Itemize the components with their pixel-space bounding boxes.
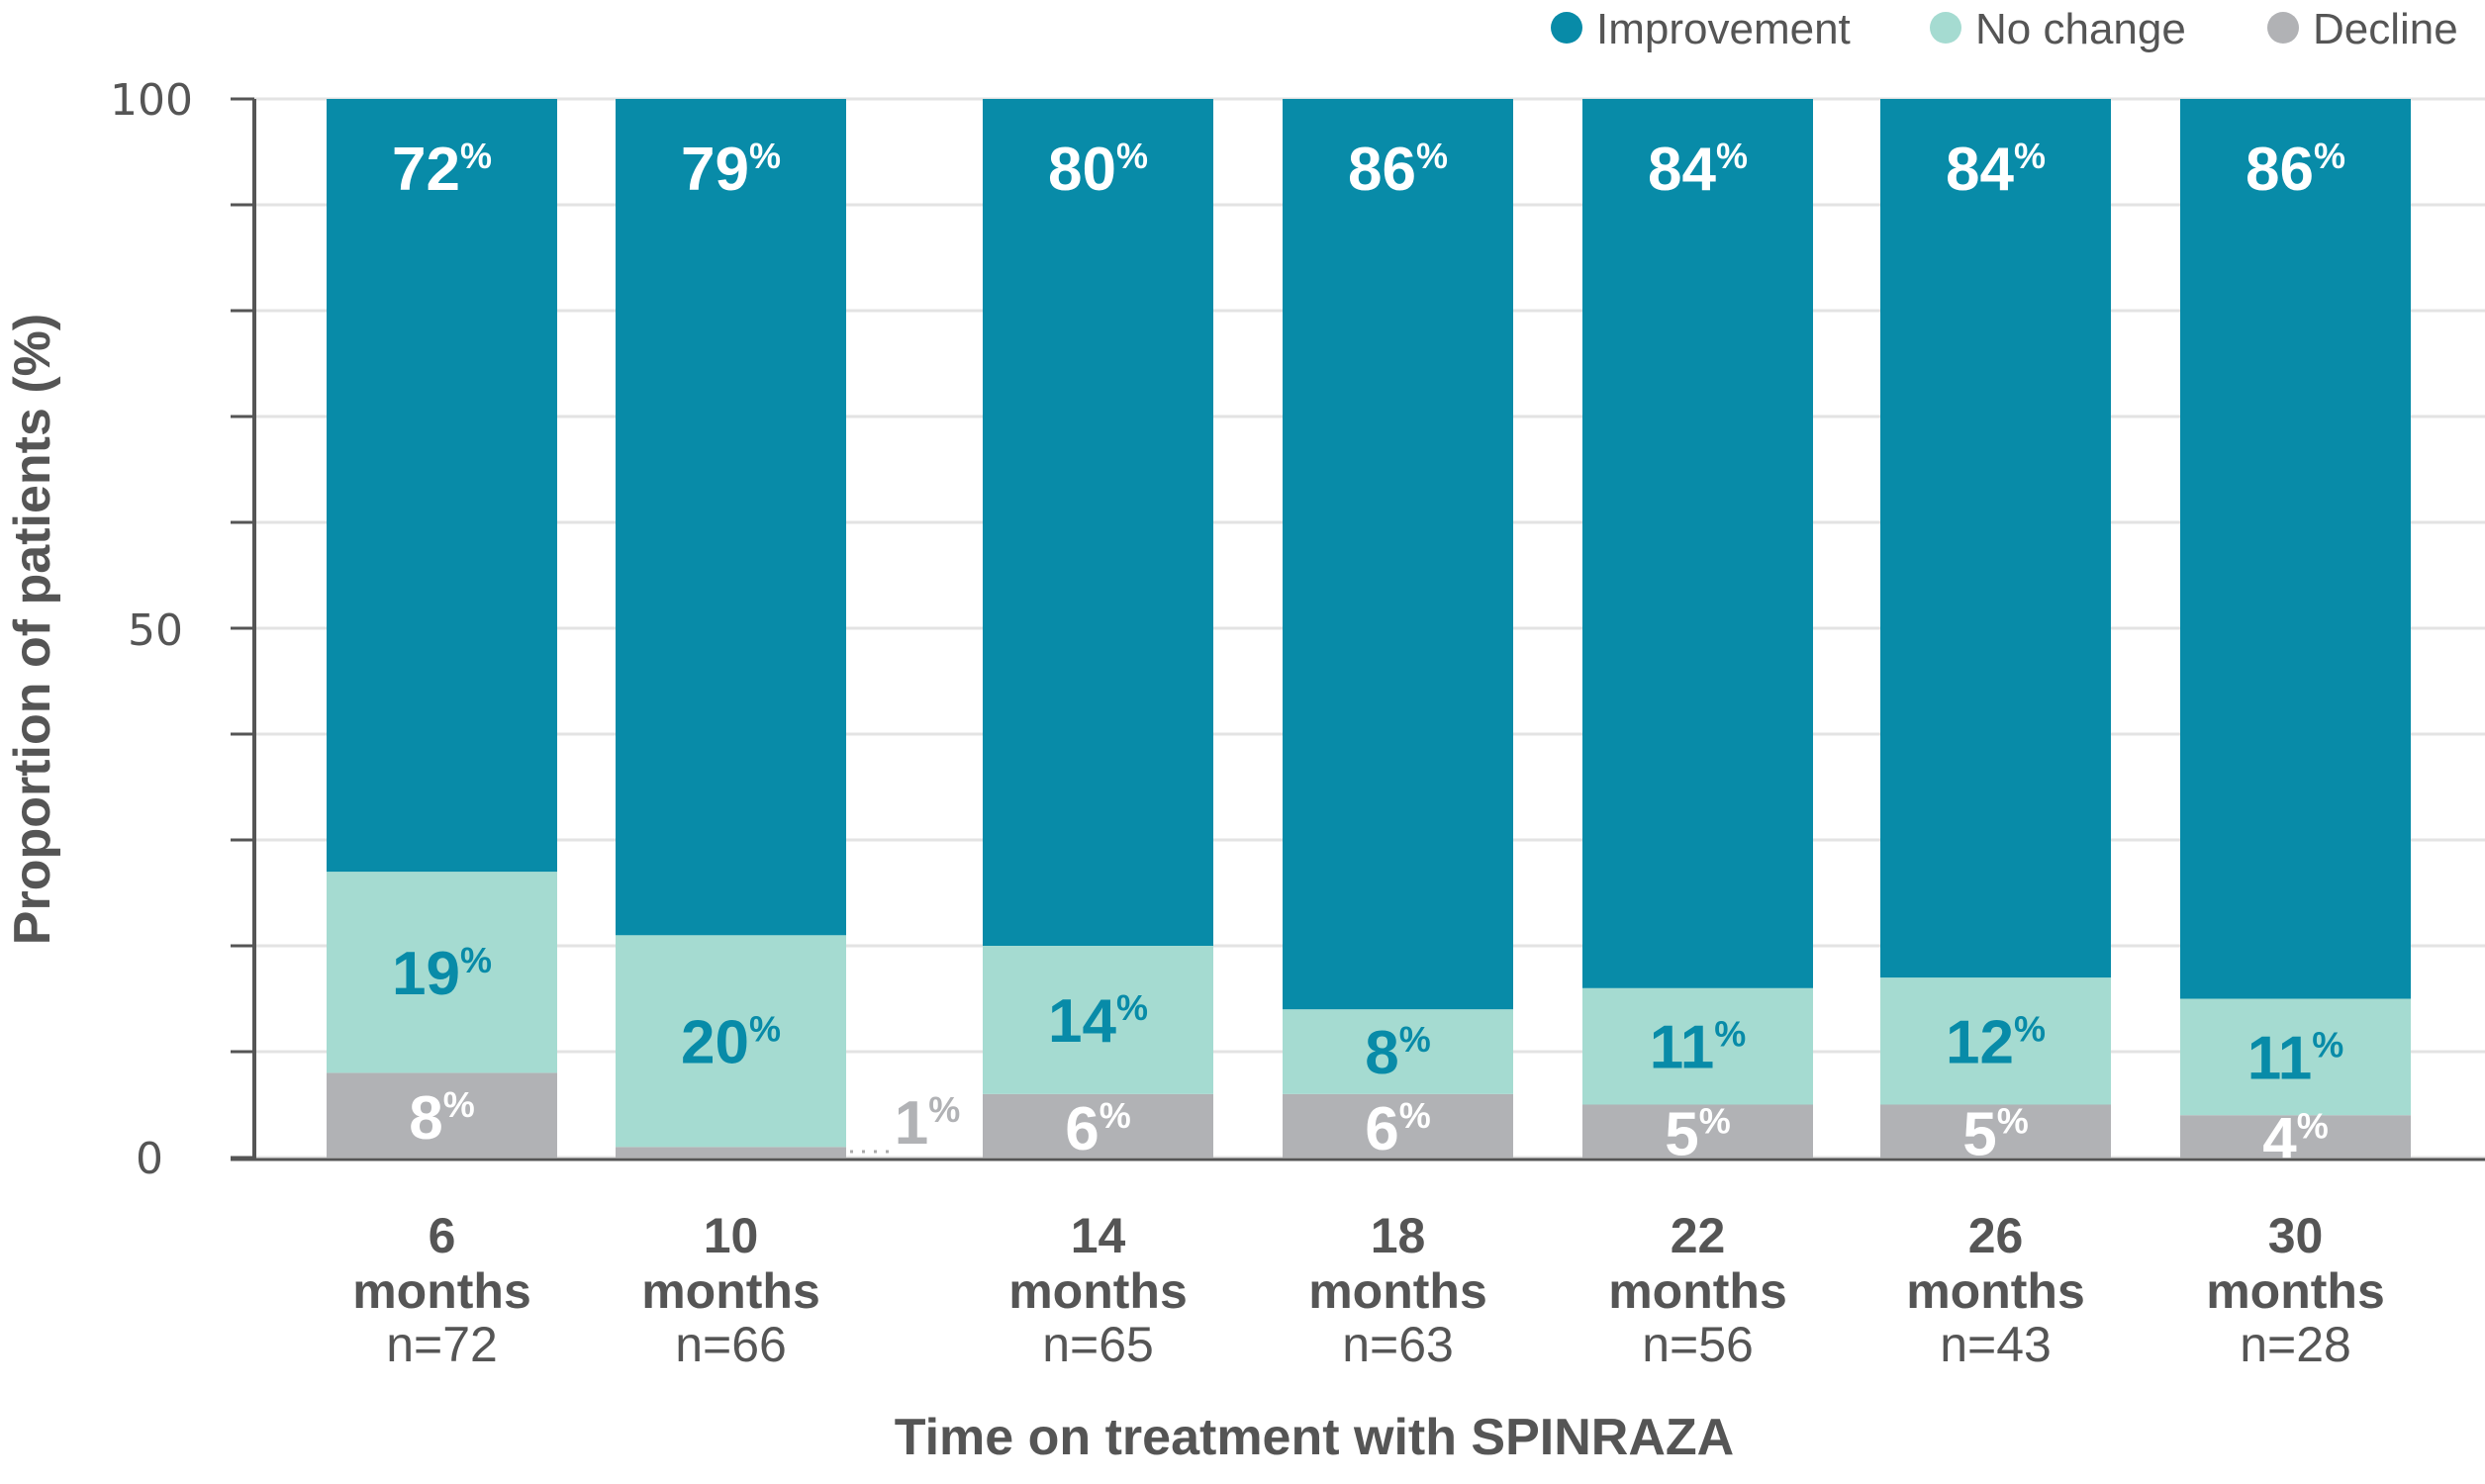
data-label-decline: 4%	[2262, 1106, 2329, 1174]
legend-swatch	[1551, 12, 1582, 44]
data-label-improvement: 72%	[392, 136, 492, 204]
data-label-improvement: 86%	[1348, 136, 1448, 204]
data-label-decline: 1%	[895, 1089, 961, 1158]
bar-segment-improvement	[1283, 99, 1513, 1010]
data-label-improvement: 84%	[1946, 136, 2046, 204]
data-label-no-change: 8%	[1365, 1019, 1431, 1087]
x-tick-label-n: n=43	[1940, 1317, 2052, 1372]
legend-label: Decline	[2313, 5, 2458, 53]
x-tick-label-unit: months	[1906, 1263, 2085, 1319]
bar-segment-decline	[327, 1072, 557, 1158]
data-label-no-change: 11%	[2247, 1024, 2344, 1092]
x-tick-label-unit: months	[2206, 1263, 2385, 1319]
legend-item-improvement: Improvement	[1551, 5, 1851, 53]
bar-segment-improvement	[1582, 99, 1813, 988]
bar-segment-no-change	[327, 872, 557, 1073]
data-label-decline: 5%	[1962, 1100, 2029, 1168]
legend: Improvement No change Decline	[1551, 5, 2458, 53]
x-tick-label-n: n=72	[386, 1317, 498, 1372]
y-tick-label-50: 50	[128, 605, 183, 656]
data-label-improvement: 84%	[1648, 136, 1748, 204]
x-tick-label-number: 6	[429, 1208, 456, 1263]
y-tick-label-100: 100	[110, 75, 193, 126]
x-tick-label-unit: months	[641, 1263, 820, 1319]
bars: 72% 19% 8% 79% 20% 1% 80% 14% 6% 86% 8% 6% 84% 11% 5% 8…	[327, 99, 2411, 1174]
bar-segment-no-change	[1880, 977, 2111, 1105]
x-tick-labels: 6monthsn=7210monthsn=6614monthsn=6518mon…	[352, 1208, 2385, 1372]
data-label-improvement: 86%	[2246, 136, 2345, 204]
x-tick-label-number: 30	[2268, 1208, 2324, 1263]
y-tick-label-0: 0	[136, 1134, 163, 1184]
legend-label: No change	[1975, 5, 2186, 53]
data-label-improvement: 80%	[1048, 136, 1148, 204]
y-axis	[231, 99, 2485, 1161]
x-tick-label-unit: months	[1008, 1263, 1188, 1319]
bar-segment-improvement	[2180, 99, 2411, 999]
bar-segment-no-change	[1582, 987, 1813, 1105]
x-tick-label-n: n=66	[675, 1317, 787, 1372]
data-label-no-change: 19%	[392, 940, 492, 1008]
legend-label: Improvement	[1596, 5, 1851, 53]
bar-segment-no-change	[2180, 998, 2411, 1116]
data-label-no-change: 12%	[1946, 1008, 2046, 1076]
x-tick-label-number: 22	[1671, 1208, 1726, 1263]
x-tick-label-n: n=56	[1642, 1317, 1754, 1372]
bar-segment-improvement	[327, 99, 557, 873]
bar-segment-decline	[2180, 1115, 2411, 1158]
legend-item-decline: Decline	[2267, 5, 2458, 53]
data-label-no-change: 20%	[681, 1008, 781, 1076]
x-tick-label-number: 14	[1071, 1208, 1126, 1263]
bar-segment-decline	[983, 1093, 1213, 1158]
data-label-decline: 5%	[1665, 1100, 1731, 1168]
bar-segment-decline	[616, 1147, 846, 1158]
x-tick-label-number: 10	[704, 1208, 759, 1263]
x-tick-label-unit: months	[352, 1263, 531, 1319]
legend-swatch	[2267, 12, 2299, 44]
x-tick-label-number: 18	[1371, 1208, 1426, 1263]
bar-segment-no-change	[616, 935, 846, 1148]
x-tick-label-unit: months	[1608, 1263, 1787, 1319]
bar-segment-improvement	[983, 99, 1213, 946]
x-tick-label-unit: months	[1308, 1263, 1487, 1319]
bar-segment-improvement	[1880, 99, 2111, 978]
bar-segment-decline	[1582, 1104, 1813, 1158]
bar-segment-no-change	[983, 946, 1213, 1094]
x-tick-label-number: 26	[1968, 1208, 2024, 1263]
legend-item-no-change: No change	[1930, 5, 2186, 53]
data-label-no-change: 11%	[1650, 1014, 1747, 1082]
y-axis-title: Proportion of patients (%)	[4, 314, 61, 945]
bar-segment-no-change	[1283, 1009, 1513, 1094]
x-axis-title: Time on treatment with SPINRAZA	[895, 1409, 1734, 1466]
data-label-no-change: 14%	[1048, 987, 1148, 1056]
data-label-improvement: 79%	[681, 136, 781, 204]
x-tick-label-n: n=65	[1042, 1317, 1154, 1372]
bar-segment-decline	[1283, 1093, 1513, 1158]
bar-segment-decline	[1880, 1104, 2111, 1158]
legend-swatch	[1930, 12, 1961, 44]
x-tick-label-n: n=63	[1342, 1317, 1454, 1372]
data-label-decline: 6%	[1365, 1095, 1431, 1163]
data-label-decline: 8%	[409, 1084, 475, 1153]
data-label-decline: 6%	[1065, 1095, 1131, 1163]
x-tick-label-n: n=28	[2240, 1317, 2351, 1372]
bar-segment-improvement	[616, 99, 846, 936]
